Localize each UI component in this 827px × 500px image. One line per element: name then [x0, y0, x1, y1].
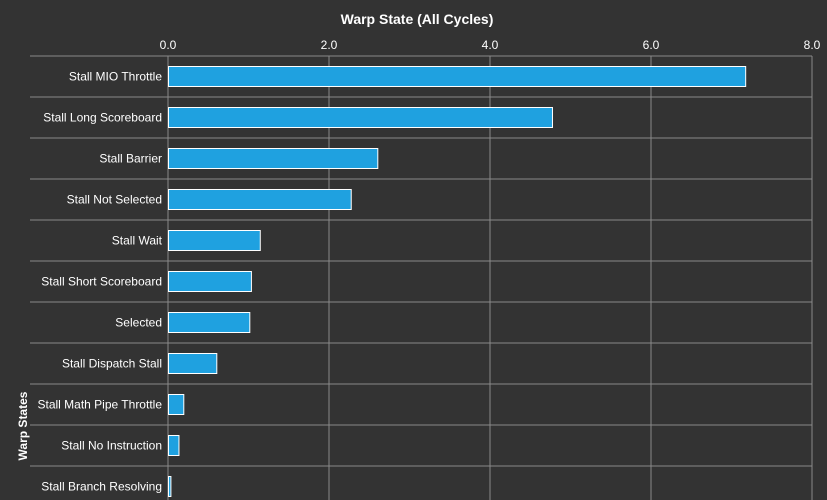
category-label: Stall Math Pipe Throttle: [37, 398, 162, 412]
grid-layer: [30, 55, 813, 500]
bar[interactable]: [168, 189, 352, 210]
category-label: Stall Branch Resolving: [41, 480, 162, 494]
x-tick-label: 8.0: [804, 38, 821, 52]
category-label: Stall MIO Throttle: [69, 70, 162, 84]
bar[interactable]: [168, 230, 261, 251]
x-tick-label: 6.0: [643, 38, 660, 52]
bar[interactable]: [168, 435, 180, 456]
category-label: Stall Not Selected: [67, 193, 162, 207]
category-label: Stall Short Scoreboard: [41, 275, 162, 289]
bar[interactable]: [168, 353, 218, 374]
category-label: Stall No Instruction: [61, 439, 162, 453]
chart-title: Warp State (All Cycles): [341, 11, 494, 27]
category-label: Stall Wait: [112, 234, 163, 248]
bar[interactable]: [168, 148, 379, 169]
x-tick-label: 2.0: [321, 38, 338, 52]
bar[interactable]: [168, 394, 185, 415]
category-label: Selected: [115, 316, 162, 330]
category-label: Stall Long Scoreboard: [43, 111, 162, 125]
category-label: Stall Dispatch Stall: [62, 357, 162, 371]
bars-layer: [168, 66, 747, 497]
bar[interactable]: [168, 107, 553, 128]
labels-layer: 0.0 2.0 4.0 6.0 8.0 Stall MIO Throttle Stall L…: [37, 38, 820, 494]
bar[interactable]: [168, 476, 172, 497]
bar[interactable]: [168, 312, 251, 333]
x-tick-label: 4.0: [482, 38, 499, 52]
x-tick-label: 0.0: [160, 38, 177, 52]
y-axis-label: Warp States: [16, 391, 30, 460]
category-label: Stall Barrier: [99, 152, 162, 166]
bar[interactable]: [168, 271, 252, 292]
bar[interactable]: [168, 66, 747, 87]
